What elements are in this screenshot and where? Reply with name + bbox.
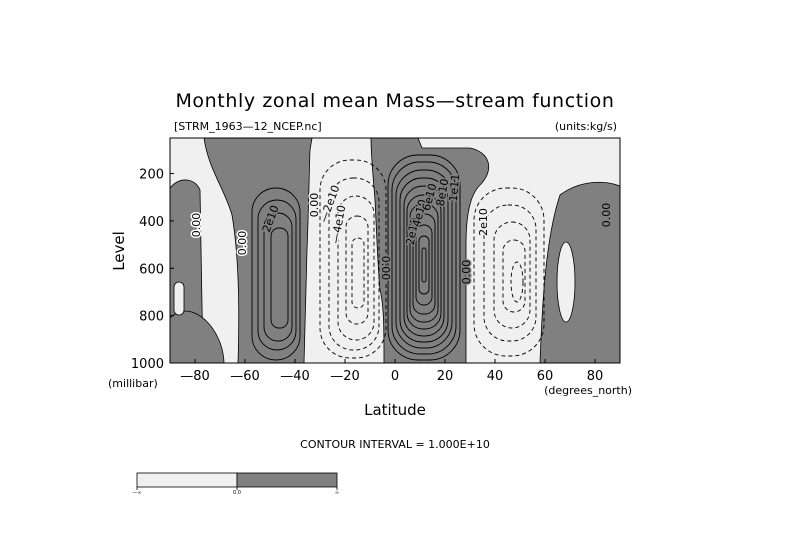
contour-label: 0.00	[190, 213, 203, 238]
plot-area: 0.00 0.00 2e10 0.00 —2e10 —4e10 0.00 2e1…	[170, 138, 620, 363]
colorbar-tick-label: ∞	[335, 490, 339, 496]
y-axis-label: Level	[110, 231, 128, 271]
x-tick-label: 40	[487, 369, 504, 384]
chart-title: Monthly zonal mean Mass—stream function	[175, 90, 614, 112]
colorbar-negative-box	[136, 472, 238, 488]
contour-interval-label: CONTOUR INTERVAL = 1.000E+10	[300, 438, 490, 451]
contour-label: 0.00	[308, 193, 321, 218]
contour-label: 2e10	[404, 217, 422, 247]
y-tick-label: 1000	[131, 357, 164, 372]
solid-contours-southern-cell	[251, 187, 301, 361]
file-label: [STRM_1963—12_NCEP.nc]	[174, 120, 322, 133]
dashed-contours-northern-negative	[473, 187, 545, 357]
colorbar-positive-box	[236, 472, 338, 488]
x-tick-label: —20	[330, 369, 360, 384]
x-tick-label: 0	[391, 369, 399, 384]
contour-label: 0.00	[600, 203, 613, 228]
y-tick-label: 400	[139, 215, 164, 230]
negative-patch-northern	[556, 241, 576, 323]
negative-patch-south-pole	[173, 281, 185, 316]
contour-label: 8e10	[434, 178, 452, 208]
x-tick-label: —40	[280, 369, 310, 384]
colorbar: —∞ 0.0 ∞	[132, 472, 339, 496]
dashed-contours-southern-negative	[319, 159, 387, 359]
contour-label: 0.00	[236, 231, 249, 256]
x-tick-label: 60	[537, 369, 554, 384]
x-tick-label: —80	[180, 369, 210, 384]
x-tick-label: —60	[230, 369, 260, 384]
y-units-label: (millibar)	[108, 377, 158, 390]
x-tick-label: 20	[437, 369, 454, 384]
x-tick-label: 80	[587, 369, 604, 384]
x-axis-ticks: —80 —60 —40 —20 0 20 40 60 80	[180, 359, 603, 384]
y-tick-label: 200	[139, 168, 164, 183]
contour-label: 2e10	[477, 208, 490, 236]
y-axis-ticks: 200 400 600 800 1000	[131, 168, 174, 372]
y-tick-label: 600	[139, 262, 164, 277]
units-label: (units:kg/s)	[555, 120, 617, 133]
x-units-label: (degrees_north)	[544, 384, 632, 397]
contour-label: 0.00	[379, 256, 392, 281]
positive-region-northern-hemisphere	[539, 181, 620, 363]
solid-contours-tropical-cell	[387, 154, 461, 361]
y-tick-label: 800	[139, 310, 164, 325]
x-axis-label: Latitude	[364, 401, 426, 419]
colorbar-tick-label: —∞	[132, 490, 141, 496]
contour-label: 1e11	[447, 173, 462, 202]
contour-label: 0.00	[460, 260, 473, 285]
colorbar-tick-label: 0.0	[233, 490, 241, 496]
